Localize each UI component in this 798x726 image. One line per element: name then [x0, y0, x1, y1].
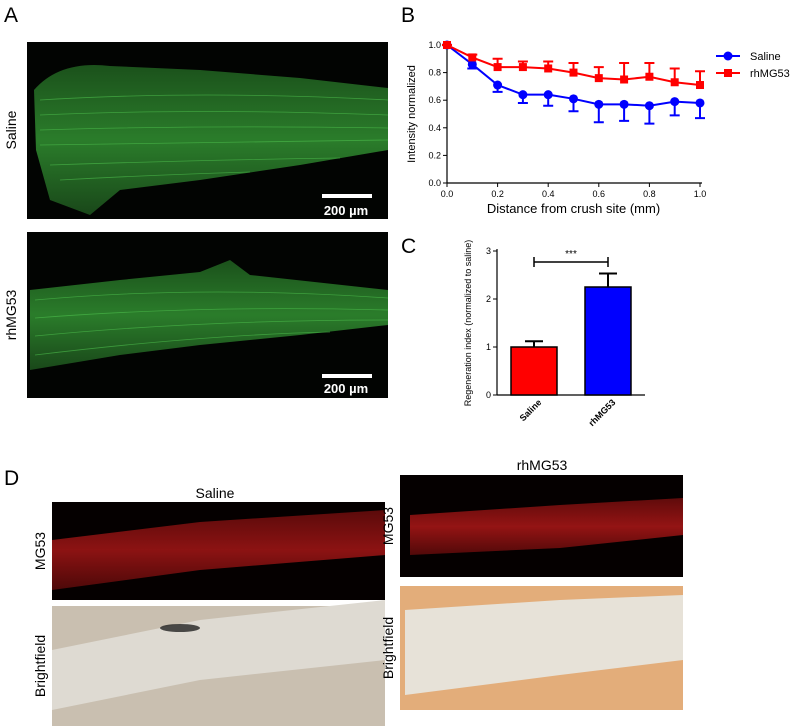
y-tick-label: 3 — [486, 246, 491, 256]
scale-bar-label: 200 µm — [324, 203, 368, 218]
column-title: rhMG53 — [517, 457, 568, 473]
error-bar — [599, 272, 617, 287]
marker — [493, 80, 503, 90]
y-tick-label: 0 — [486, 390, 491, 400]
marker — [518, 90, 528, 100]
marker — [594, 99, 604, 109]
micrograph — [400, 475, 683, 710]
marker — [670, 78, 679, 87]
marker — [670, 97, 680, 107]
annotation: *** — [565, 249, 577, 260]
y-axis-label: Intensity normalized — [406, 65, 418, 163]
marker — [443, 41, 451, 49]
row-label: rhMG53 — [3, 290, 19, 341]
x-tick-label: 0.6 — [593, 189, 606, 199]
legend-marker — [724, 69, 732, 77]
legend-label: rhMG53 — [750, 68, 790, 80]
x-tick-label: Saline — [518, 397, 544, 423]
y-tick-label: 0.0 — [428, 178, 441, 188]
marker — [543, 90, 553, 100]
micrograph — [27, 232, 389, 398]
y-tick-label: 0.4 — [428, 123, 441, 133]
marker — [569, 68, 578, 77]
scale-bar-label: 200 µm — [324, 381, 368, 396]
column-title: Saline — [196, 485, 235, 501]
bar — [510, 346, 558, 396]
marker — [645, 72, 654, 81]
x-tick-label: 0.4 — [542, 189, 555, 199]
y-tick-label: 2 — [486, 294, 491, 304]
row-label: Saline — [3, 110, 19, 149]
marker — [544, 64, 553, 73]
x-tick-label: 1.0 — [694, 189, 707, 199]
x-tick-label: 0.2 — [491, 189, 504, 199]
panel-label: B — [401, 4, 415, 27]
y-tick-label: 0.6 — [428, 95, 441, 105]
micrograph — [52, 502, 385, 726]
marker — [493, 63, 502, 72]
marker — [518, 63, 527, 72]
marker — [696, 81, 704, 90]
y-tick-label: 0.2 — [428, 150, 441, 160]
row-label: MG53 — [32, 532, 48, 570]
legend-label: Saline — [750, 51, 781, 63]
row-label: Brightfield — [380, 617, 396, 679]
significance-bracket — [533, 257, 609, 267]
marker — [594, 74, 603, 83]
marker — [619, 99, 629, 109]
x-tick-label: 0.0 — [441, 189, 454, 199]
marker — [569, 94, 578, 104]
y-tick-label: 1.0 — [428, 40, 441, 50]
marker — [695, 98, 705, 108]
row-label: Brightfield — [32, 635, 48, 697]
y-tick-label: 0.8 — [428, 68, 441, 78]
x-axis-label: Distance from crush site (mm) — [487, 201, 660, 216]
y-axis-label: Regeneration index (normalized to saline… — [463, 240, 473, 407]
bar — [584, 286, 632, 396]
marker — [467, 59, 477, 69]
panel-label: D — [4, 467, 19, 490]
y-tick-label: 1 — [486, 342, 491, 352]
panel-label: A — [4, 4, 18, 27]
micrograph — [27, 42, 389, 219]
marker — [644, 101, 654, 111]
legend-marker — [723, 51, 733, 61]
x-tick-label: rhMG53 — [587, 397, 618, 428]
x-tick-label: 0.8 — [643, 189, 656, 199]
marker — [468, 53, 477, 62]
marker — [620, 75, 629, 84]
panel-label: C — [401, 235, 416, 258]
row-label: MG53 — [380, 507, 396, 545]
error-bar — [525, 340, 543, 347]
